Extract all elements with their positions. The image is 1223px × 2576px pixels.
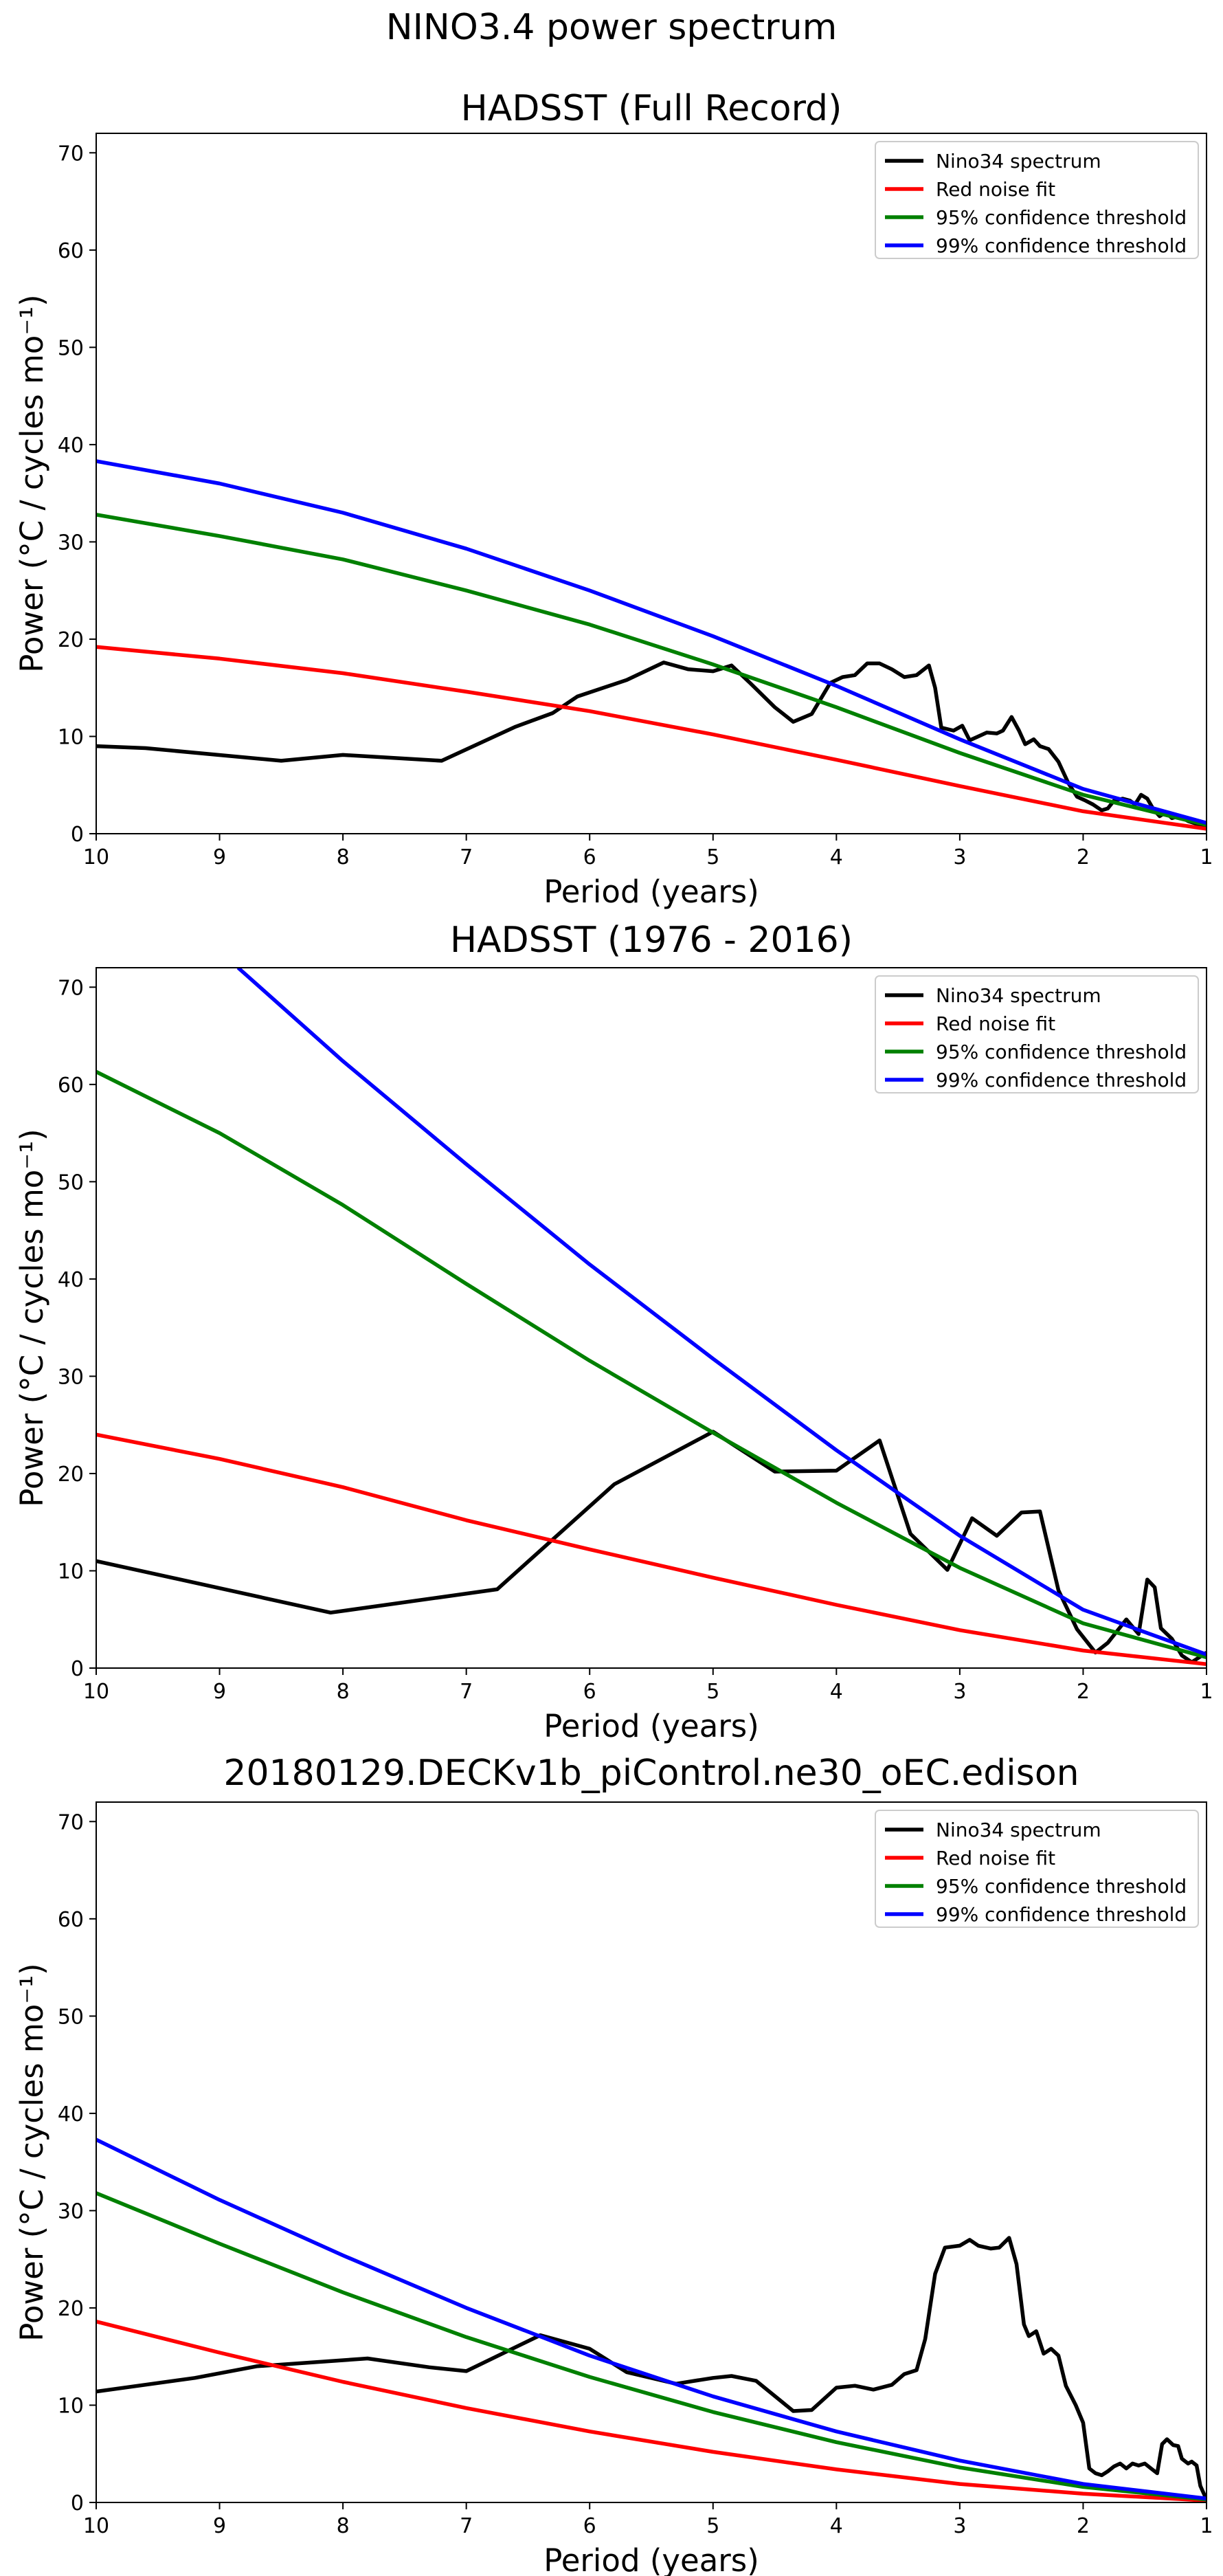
y-tick-label: 0 bbox=[71, 2491, 84, 2516]
series-line-red-noise-fit bbox=[96, 2320, 1207, 2502]
series-line-95-confidence-threshold bbox=[96, 2191, 1207, 2502]
series-line-99-confidence-threshold bbox=[236, 968, 1207, 1656]
chart-panel-1: HADSST (Full Record)10 9 8 7 6 5 4 3 2 1010203040… bbox=[14, 88, 1213, 910]
series-line-95-confidence-threshold bbox=[96, 1069, 1207, 1660]
legend-label: 95% confidence threshold bbox=[936, 1041, 1187, 1063]
plot-frame bbox=[96, 967, 1207, 1669]
x-tick-label: 7 bbox=[460, 1680, 473, 1704]
x-tick-label: 4 bbox=[830, 1680, 843, 1704]
x-tick-label: 7 bbox=[460, 845, 473, 869]
legend-label: 99% confidence threshold bbox=[936, 1903, 1187, 1926]
chart-title: HADSST (Full Record) bbox=[461, 88, 842, 129]
legend-label: Nino34 spectrum bbox=[936, 150, 1101, 173]
y-tick-label: 70 bbox=[58, 142, 84, 166]
legend-label: Nino34 spectrum bbox=[936, 984, 1101, 1007]
x-tick-label: 9 bbox=[213, 2514, 226, 2538]
chart-panel-2: HADSST (1976 - 2016)10 9 8 7 6 5 4 3 2 1010203040… bbox=[14, 920, 1213, 1744]
y-tick-label: 60 bbox=[58, 239, 84, 263]
y-tick-label: 30 bbox=[58, 1365, 84, 1389]
plot-frame bbox=[96, 133, 1207, 834]
y-axis-label: Power (°C / cycles mo⁻¹) bbox=[14, 294, 50, 672]
x-tick-label: 3 bbox=[953, 1680, 966, 1704]
x-tick-label: 2 bbox=[1077, 2514, 1090, 2538]
x-tick-label: 8 bbox=[337, 845, 350, 869]
x-tick-label: 1 bbox=[1200, 2514, 1213, 2538]
legend-box bbox=[875, 1810, 1199, 1928]
legend-box bbox=[875, 141, 1199, 259]
series-line-99-confidence-threshold bbox=[96, 459, 1207, 825]
x-tick-label: 10 bbox=[83, 1680, 109, 1704]
x-tick-label: 1 bbox=[1200, 1680, 1213, 1704]
y-tick-label: 30 bbox=[58, 531, 84, 555]
y-tick-label: 40 bbox=[58, 1268, 84, 1292]
figure-title: NINO3.4 power spectrum bbox=[385, 7, 838, 48]
y-tick-label: 70 bbox=[58, 1810, 84, 1834]
y-tick-label: 20 bbox=[58, 1463, 84, 1487]
series-line-red-noise-fit bbox=[96, 645, 1207, 831]
y-tick-label: 50 bbox=[58, 1170, 84, 1195]
y-tick-label: 60 bbox=[58, 1908, 84, 1932]
y-tick-label: 70 bbox=[58, 976, 84, 1000]
series-line-nino34-spectrum bbox=[96, 1430, 1207, 1665]
series-line-99-confidence-threshold bbox=[96, 2138, 1207, 2501]
y-tick-label: 10 bbox=[58, 1559, 84, 1584]
legend-label: 95% confidence threshold bbox=[936, 206, 1187, 229]
series-line-nino34-spectrum bbox=[96, 2236, 1207, 2500]
x-axis-label: Period (years) bbox=[543, 1708, 759, 1744]
y-tick-label: 20 bbox=[58, 628, 84, 652]
x-tick-label: 3 bbox=[953, 845, 966, 869]
x-tick-label: 9 bbox=[213, 1680, 226, 1704]
legend-label: 99% confidence threshold bbox=[936, 1069, 1187, 1091]
y-tick-label: 30 bbox=[58, 2199, 84, 2223]
x-tick-label: 4 bbox=[830, 845, 843, 869]
x-axis-label: Period (years) bbox=[543, 874, 759, 910]
y-tick-label: 10 bbox=[58, 725, 84, 749]
x-tick-label: 10 bbox=[83, 2514, 109, 2538]
series-line-95-confidence-threshold bbox=[96, 513, 1207, 827]
x-tick-label: 7 bbox=[460, 2514, 473, 2538]
legend-label: Nino34 spectrum bbox=[936, 1819, 1101, 1841]
chart-title: HADSST (1976 - 2016) bbox=[450, 920, 853, 961]
x-tick-label: 1 bbox=[1200, 845, 1213, 869]
x-tick-label: 6 bbox=[583, 2514, 596, 2538]
y-tick-label: 10 bbox=[58, 2394, 84, 2418]
x-axis-label: Period (years) bbox=[543, 2542, 759, 2576]
y-tick-label: 0 bbox=[71, 1657, 84, 1681]
x-tick-label: 3 bbox=[953, 2514, 966, 2538]
x-tick-label: 10 bbox=[83, 845, 109, 869]
y-tick-label: 0 bbox=[71, 823, 84, 847]
x-tick-label: 8 bbox=[337, 2514, 350, 2538]
legend-label: Red noise fit bbox=[936, 1847, 1055, 1869]
chart-panel-3: 20180129.DECKv1b_piControl.ne30_oEC.edis… bbox=[14, 1753, 1213, 2576]
y-axis-label: Power (°C / cycles mo⁻¹) bbox=[14, 1129, 50, 1507]
x-tick-label: 5 bbox=[706, 1680, 719, 1704]
series-line-red-noise-fit bbox=[96, 1432, 1207, 1667]
x-tick-label: 5 bbox=[706, 845, 719, 869]
legend-label: Red noise fit bbox=[936, 1012, 1055, 1035]
plot-frame bbox=[96, 1801, 1207, 2503]
y-axis-label: Power (°C / cycles mo⁻¹) bbox=[14, 1963, 50, 2341]
x-tick-label: 6 bbox=[583, 845, 596, 869]
legend-box bbox=[875, 975, 1199, 1093]
y-tick-label: 50 bbox=[58, 2005, 84, 2029]
x-tick-label: 2 bbox=[1077, 1680, 1090, 1704]
x-tick-label: 9 bbox=[213, 845, 226, 869]
x-tick-label: 8 bbox=[337, 1680, 350, 1704]
x-tick-label: 4 bbox=[830, 2514, 843, 2538]
x-tick-label: 2 bbox=[1077, 845, 1090, 869]
legend-label: 95% confidence threshold bbox=[936, 1875, 1187, 1898]
legend-label: Red noise fit bbox=[936, 178, 1055, 201]
legend-label: 99% confidence threshold bbox=[936, 234, 1187, 257]
y-tick-label: 50 bbox=[58, 336, 84, 360]
y-tick-label: 40 bbox=[58, 2102, 84, 2127]
x-tick-label: 6 bbox=[583, 1680, 596, 1704]
y-tick-label: 60 bbox=[58, 1074, 84, 1098]
chart-title: 20180129.DECKv1b_piControl.ne30_oEC.edis… bbox=[223, 1753, 1079, 1794]
y-tick-label: 20 bbox=[58, 2297, 84, 2321]
x-tick-label: 5 bbox=[706, 2514, 719, 2538]
y-tick-label: 40 bbox=[58, 434, 84, 458]
